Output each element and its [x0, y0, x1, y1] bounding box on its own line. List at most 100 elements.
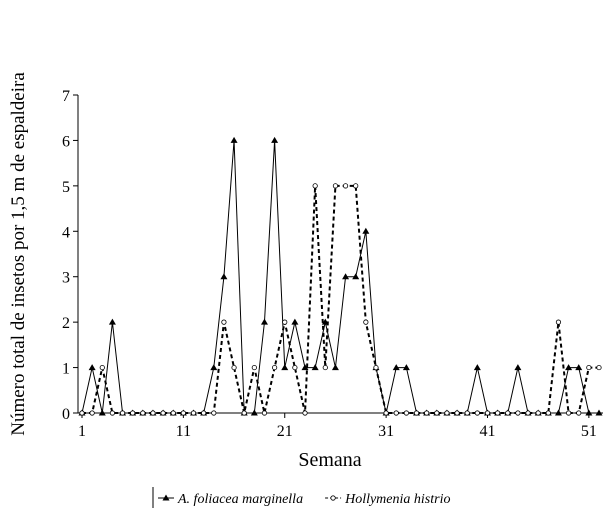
point — [434, 410, 440, 416]
point — [575, 364, 583, 371]
point — [505, 410, 511, 416]
point — [474, 410, 480, 416]
point — [89, 410, 95, 416]
point — [464, 410, 470, 416]
point — [353, 183, 359, 189]
y-tick-label: 3 — [62, 270, 70, 287]
x-tick-label: 11 — [176, 423, 191, 440]
point — [342, 183, 349, 189]
point — [201, 410, 207, 416]
point — [211, 410, 217, 416]
point — [261, 410, 268, 416]
point — [311, 364, 319, 371]
x-tick-label: 21 — [277, 423, 293, 440]
y-axis-label: Número total de insetos por 1,5 m de esp… — [8, 72, 29, 436]
point — [402, 364, 410, 371]
point — [180, 410, 186, 416]
point — [373, 364, 379, 371]
x-tick-label: 31 — [378, 423, 394, 440]
point — [444, 410, 450, 416]
point — [342, 273, 350, 280]
point — [119, 410, 126, 416]
point — [281, 364, 289, 371]
y-tick-label: 2 — [62, 315, 70, 332]
x-tick-label: 51 — [581, 423, 597, 440]
point — [230, 136, 238, 143]
x-axis-label: Semana — [298, 449, 361, 471]
point — [424, 410, 430, 416]
point — [403, 410, 409, 416]
y-tick-label: 1 — [62, 361, 70, 378]
point — [160, 410, 166, 416]
point — [210, 364, 218, 371]
point — [271, 136, 279, 143]
legend-label: A. foliacea marginella — [177, 492, 303, 507]
point — [98, 409, 106, 416]
point — [79, 410, 85, 416]
point — [362, 227, 370, 234]
point — [130, 410, 136, 416]
point — [595, 409, 603, 416]
point — [586, 364, 592, 371]
point — [251, 364, 257, 371]
point — [241, 410, 247, 416]
point — [514, 364, 522, 371]
point — [250, 409, 258, 416]
x-tick-label: 1 — [78, 423, 86, 440]
point — [554, 409, 562, 416]
point — [545, 410, 551, 416]
point — [576, 410, 582, 416]
point — [596, 364, 602, 371]
point — [140, 410, 146, 416]
point — [585, 409, 593, 416]
point — [291, 318, 299, 325]
point — [383, 410, 389, 416]
legend-label: Hollymenia histrio — [344, 492, 450, 507]
point — [352, 273, 360, 280]
point — [332, 183, 339, 189]
point — [88, 364, 96, 371]
point — [322, 364, 328, 371]
point — [473, 364, 481, 371]
point — [393, 410, 399, 416]
point — [282, 319, 288, 325]
series-line — [81, 140, 599, 414]
point — [302, 410, 308, 416]
point — [495, 410, 501, 416]
point — [272, 364, 278, 371]
point — [170, 410, 176, 416]
point — [363, 319, 369, 325]
point — [99, 364, 105, 371]
point — [221, 319, 227, 325]
point — [220, 273, 228, 280]
point — [565, 410, 572, 416]
y-tick-label: 7 — [62, 88, 70, 105]
point — [454, 410, 460, 416]
point — [231, 364, 237, 371]
y-tick-label: 4 — [62, 224, 70, 241]
point — [392, 364, 400, 371]
y-tick-label: 5 — [62, 179, 70, 196]
point — [565, 364, 573, 371]
y-tick-label: 0 — [62, 406, 70, 423]
point — [515, 410, 521, 416]
point — [292, 364, 298, 371]
point — [484, 410, 491, 416]
point — [150, 410, 156, 416]
x-tick-label: 41 — [479, 423, 495, 440]
point — [162, 494, 170, 501]
point — [301, 364, 309, 371]
point — [555, 319, 562, 325]
point — [108, 318, 116, 325]
y-tick-label: 6 — [62, 133, 70, 150]
point — [525, 410, 531, 416]
series-line — [82, 184, 599, 414]
point — [331, 364, 339, 371]
point — [260, 318, 268, 325]
point — [190, 410, 197, 416]
point — [413, 410, 420, 416]
point — [109, 410, 116, 416]
point — [330, 495, 336, 501]
